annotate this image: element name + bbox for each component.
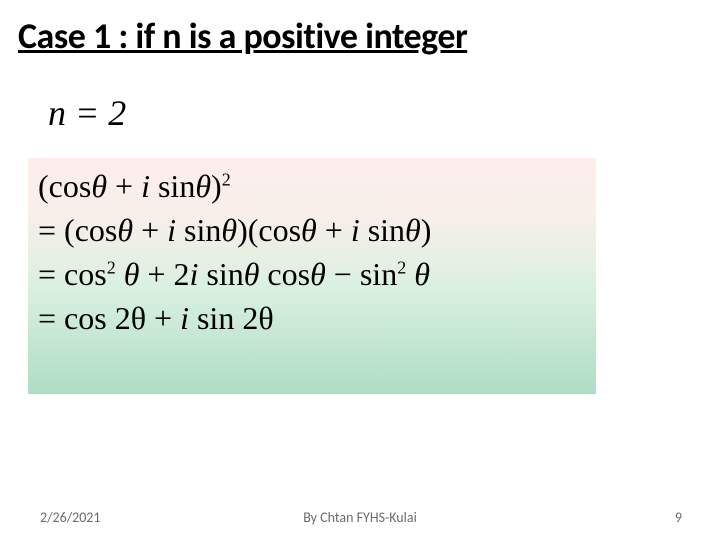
lparen: ( xyxy=(248,212,259,248)
exponent-2: 2 xyxy=(107,257,116,277)
rparen: ) xyxy=(421,212,432,248)
slide-title: Case 1 : if n is a positive integer xyxy=(18,14,467,58)
sp xyxy=(406,256,414,292)
i-var: i xyxy=(167,212,184,248)
i-var: i xyxy=(189,256,206,292)
equation-n-assignment: n = 2 xyxy=(48,92,126,134)
sin: sin xyxy=(184,212,221,248)
sin: sin xyxy=(206,256,243,292)
equals: = xyxy=(38,300,64,336)
sp xyxy=(116,256,124,292)
slide: Case 1 : if n is a positive integer n = … xyxy=(0,0,720,540)
theta: θ xyxy=(414,256,430,292)
math-line-3: = cos2 θ + 2i sinθ cosθ − sin2 θ xyxy=(38,252,586,296)
math-derivation-box: (cosθ + i sinθ)2 = (cosθ + i sinθ)(cosθ … xyxy=(28,158,596,394)
theta: θ xyxy=(310,256,326,292)
theta: θ xyxy=(124,256,140,292)
sin: sin xyxy=(197,300,242,336)
theta: θ xyxy=(405,212,421,248)
cos: cos xyxy=(64,256,107,292)
plus: + xyxy=(146,300,180,336)
math-line-1: (cosθ + i sinθ)2 xyxy=(38,164,586,208)
theta: θ xyxy=(195,168,211,204)
equals: = xyxy=(38,256,64,292)
plus-2: + 2 xyxy=(139,256,189,292)
cos: cos xyxy=(75,212,118,248)
sin: sin xyxy=(158,168,195,204)
lparen: ( xyxy=(38,168,49,204)
rparen: ) xyxy=(211,168,222,204)
theta: θ xyxy=(91,168,107,204)
exponent-2: 2 xyxy=(222,169,231,189)
minus: − xyxy=(326,256,360,292)
sin: sin xyxy=(368,212,405,248)
theta: θ xyxy=(301,212,317,248)
i-var: i xyxy=(180,300,197,336)
cos: cos xyxy=(258,212,301,248)
i-var: i xyxy=(141,168,158,204)
lparen: ( xyxy=(64,212,75,248)
math-line-2: = (cosθ + i sinθ)(cosθ + i sinθ) xyxy=(38,208,586,252)
cos: cos xyxy=(267,256,310,292)
cos: cos xyxy=(64,300,115,336)
cos: cos xyxy=(49,168,92,204)
two-theta: 2θ xyxy=(242,300,273,336)
i-var: i xyxy=(351,212,368,248)
footer-author: By Chtan FYHS-Kulai xyxy=(303,509,417,526)
plus: + xyxy=(133,212,167,248)
two-theta: 2θ xyxy=(115,300,146,336)
exponent-2: 2 xyxy=(397,257,406,277)
sin: sin xyxy=(360,256,397,292)
rparen: ) xyxy=(237,212,248,248)
footer-page-number: 9 xyxy=(675,509,682,526)
equals: = xyxy=(38,212,64,248)
footer-date: 2/26/2021 xyxy=(40,509,100,526)
theta: θ xyxy=(221,212,237,248)
math-line-4: = cos 2θ + i sin 2θ xyxy=(38,296,586,340)
theta: θ xyxy=(244,256,268,292)
theta: θ xyxy=(117,212,133,248)
plus: + xyxy=(317,212,351,248)
plus: + xyxy=(107,168,141,204)
